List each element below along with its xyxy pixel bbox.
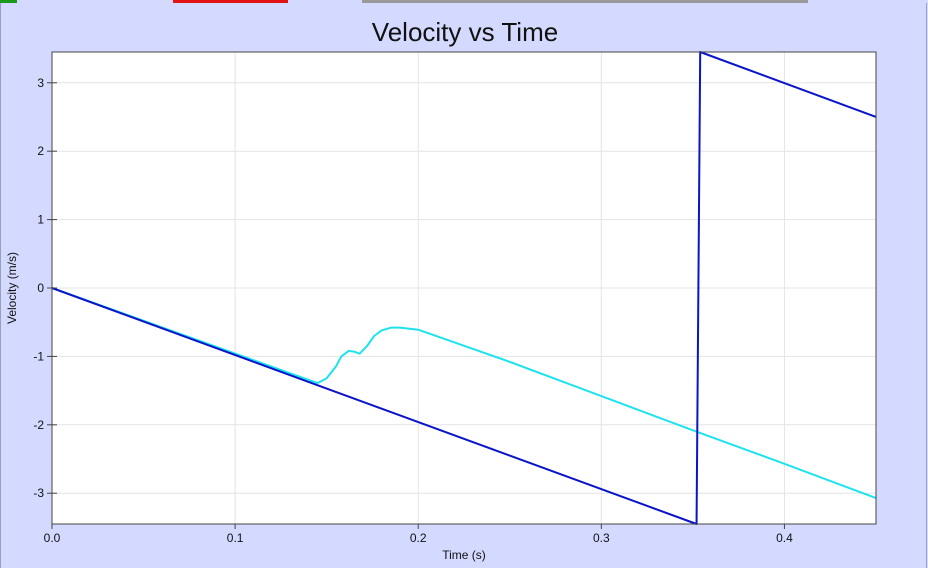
y-tick-label: 1 — [37, 213, 44, 227]
x-tick-label: 0.3 — [593, 531, 610, 545]
velocity-chart: Velocity vs Time 0.0 0.1 0.2 0.3 0.4 3 2 1 0 -1 -2… — [5, 17, 877, 562]
top-tab-strip — [0, 0, 928, 3]
y-tick-label: 0 — [37, 281, 44, 295]
y-tick-label: 3 — [37, 76, 44, 90]
x-tick-label: 0.0 — [44, 531, 61, 545]
series-layer — [51, 51, 877, 525]
x-tick-label: 0.4 — [776, 531, 793, 545]
y-tick-label: -3 — [33, 486, 44, 500]
chart-panel: Velocity vs Time 0.0 0.1 0.2 0.3 0.4 3 2 1 0 -1 -2… — [0, 3, 927, 568]
grid-layer — [52, 52, 876, 524]
chart-title: Velocity vs Time — [372, 17, 558, 47]
tab-indicator-gray[interactable] — [362, 0, 808, 3]
series-line-2 — [51, 51, 877, 525]
tab-indicator-green[interactable] — [0, 0, 17, 3]
tab-indicator-red[interactable] — [173, 0, 288, 3]
y-tick-label: 2 — [37, 144, 44, 158]
y-axis-label: Velocity (m/s) — [5, 252, 19, 324]
x-axis-label: Time (s) — [442, 548, 486, 562]
series-line-1 — [51, 287, 877, 499]
tick-layer: 0.0 0.1 0.2 0.3 0.4 3 2 1 0 -1 -2 -3 — [33, 76, 793, 545]
y-tick-label: -1 — [33, 349, 44, 363]
y-tick-label: -2 — [33, 418, 44, 432]
x-tick-label: 0.2 — [410, 531, 427, 545]
x-tick-label: 0.1 — [227, 531, 244, 545]
